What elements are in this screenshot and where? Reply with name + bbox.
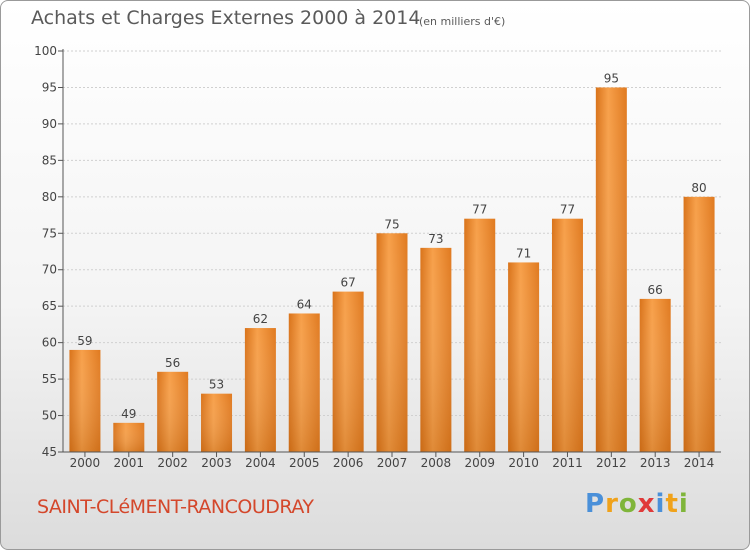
bar-shade	[683, 196, 715, 452]
y-tick-label: 60	[42, 336, 57, 350]
x-tick-label: 2005	[289, 456, 320, 470]
data-label: 49	[121, 407, 136, 421]
data-label: 77	[560, 203, 575, 217]
x-tick-label: 2004	[245, 456, 276, 470]
bar-shade	[201, 393, 233, 452]
x-tick-label: 2011	[552, 456, 583, 470]
y-tick-label: 80	[42, 190, 57, 204]
x-tick-label: 2000	[70, 456, 101, 470]
x-tick-label: 2007	[377, 456, 408, 470]
data-label: 66	[648, 283, 663, 297]
y-tick-label: 45	[42, 445, 57, 459]
bar-shade	[69, 349, 101, 452]
data-label: 73	[428, 232, 443, 246]
bar-shade	[157, 371, 189, 452]
proxiti-logo: Proxiti	[585, 489, 689, 519]
y-tick-label: 100	[34, 44, 57, 58]
x-tick-label: 2012	[596, 456, 627, 470]
bar-shade	[113, 422, 145, 452]
data-label: 77	[472, 203, 487, 217]
bar-shade	[595, 87, 627, 453]
commune-name: SAINT-CLéMENT-RANCOUDRAY	[37, 496, 314, 518]
chart-title: Achats et Charges Externes 2000 à 2014	[31, 7, 421, 29]
data-label: 71	[516, 246, 531, 260]
bar-shade	[244, 328, 276, 452]
y-tick-label: 85	[42, 153, 57, 167]
data-label: 62	[253, 312, 268, 326]
y-tick-label: 65	[42, 299, 57, 313]
x-tick-label: 2009	[464, 456, 495, 470]
x-tick-label: 2002	[157, 456, 188, 470]
y-tick-label: 55	[42, 372, 57, 386]
x-tick-label: 2014	[684, 456, 715, 470]
data-label: 67	[340, 276, 355, 290]
bar-shade	[376, 233, 408, 452]
x-tick-label: 2008	[421, 456, 452, 470]
y-tick-label: 70	[42, 263, 57, 277]
data-label: 56	[165, 356, 180, 370]
x-tick-label: 2013	[640, 456, 671, 470]
x-tick-label: 2003	[201, 456, 232, 470]
bar-shade	[551, 218, 583, 452]
x-tick-label: 2010	[508, 456, 539, 470]
x-tick-label: 2001	[114, 456, 145, 470]
bar-shade	[639, 298, 671, 452]
bar-shade	[464, 218, 496, 452]
x-tick-label: 2006	[333, 456, 364, 470]
bar-shade	[420, 247, 452, 452]
data-label: 59	[77, 334, 92, 348]
y-tick-label: 95	[42, 80, 57, 94]
data-label: 53	[209, 378, 224, 392]
y-tick-label: 90	[42, 117, 57, 131]
y-tick-label: 75	[42, 226, 57, 240]
bar-shade	[332, 291, 364, 452]
y-tick-label: 50	[42, 409, 57, 423]
chart-subtitle: (en milliers d'€)	[419, 15, 506, 28]
data-label: 80	[691, 181, 706, 195]
bar-shade	[288, 313, 320, 452]
data-label: 75	[384, 217, 399, 231]
data-label: 95	[604, 71, 619, 85]
data-label: 64	[297, 297, 312, 311]
bar-shade	[508, 262, 540, 452]
